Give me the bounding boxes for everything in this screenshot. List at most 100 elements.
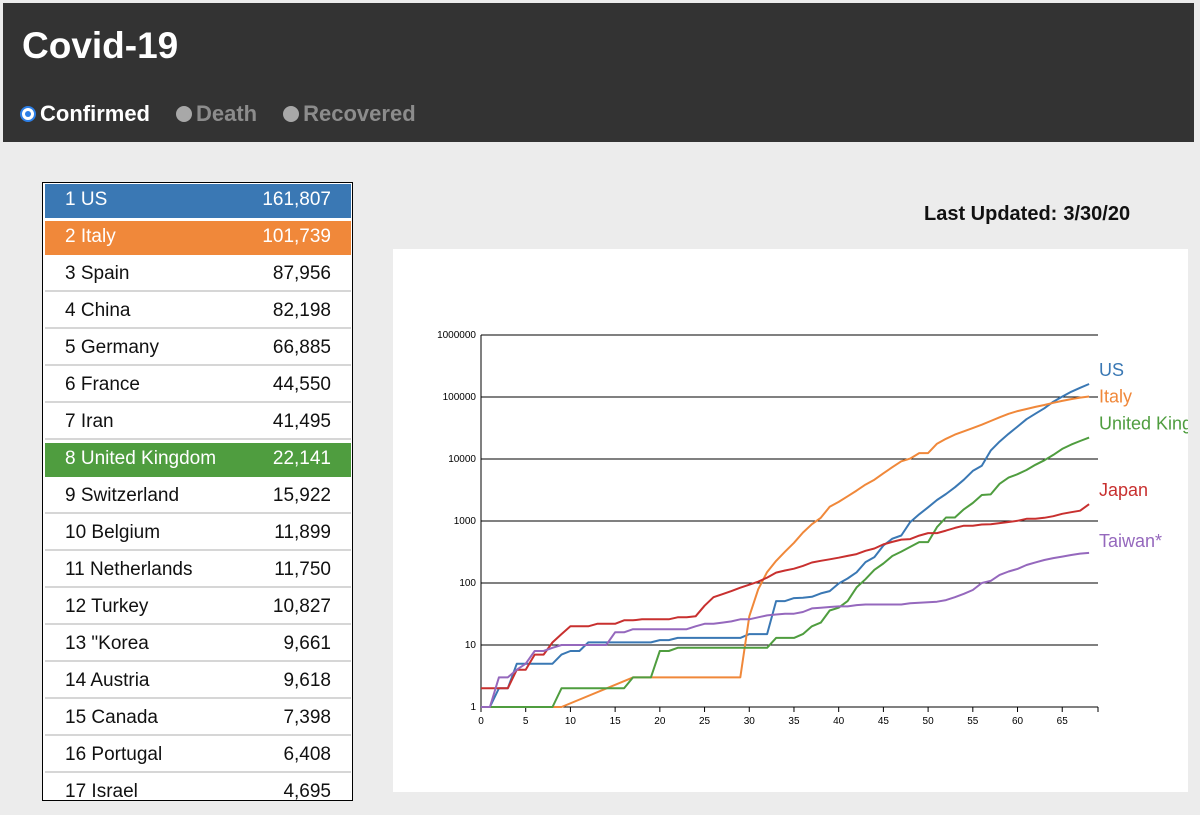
x-tick-label: 20 [654, 716, 666, 727]
country-name: 6 France [65, 374, 140, 395]
country-row[interactable]: 1 US 161,807 [45, 184, 351, 218]
country-count: 11,750 [274, 559, 331, 580]
series-label: Italy [1099, 387, 1132, 407]
metric-recovered-radio[interactable]: Recovered [283, 101, 416, 127]
metric-confirmed-label: Confirmed [40, 101, 150, 126]
series-label: Japan [1099, 480, 1148, 500]
country-row[interactable]: 12 Turkey 10,827 [45, 591, 351, 625]
x-tick-label: 15 [610, 716, 622, 727]
x-tick-label: 35 [788, 716, 800, 727]
app-header: Covid-19 Confirmed Death Recovered [3, 3, 1194, 142]
series-label: Taiwan* [1099, 531, 1162, 551]
x-tick-label: 5 [523, 716, 529, 727]
country-row[interactable]: 10 Belgium 11,899 [45, 517, 351, 551]
metric-selector: Confirmed Death Recovered [20, 101, 442, 127]
y-tick-label: 100 [459, 578, 476, 589]
x-tick-label: 60 [1012, 716, 1024, 727]
country-count: 44,550 [272, 374, 331, 395]
y-tick-label: 1 [470, 702, 476, 713]
country-count: 87,956 [272, 263, 331, 284]
x-tick-label: 40 [833, 716, 845, 727]
last-updated: Last Updated: 3/30/20 [924, 203, 1130, 226]
country-name: 15 Canada [65, 707, 158, 728]
country-count: 7,398 [283, 707, 331, 728]
country-row[interactable]: 8 United Kingdom 22,141 [45, 443, 351, 477]
country-name: 16 Portugal [65, 744, 163, 765]
country-count: 161,807 [262, 189, 331, 210]
metric-death-radio[interactable]: Death [176, 101, 257, 127]
country-row[interactable]: 16 Portugal 6,408 [45, 739, 351, 773]
y-tick-label: 100000 [443, 392, 477, 403]
series-line [481, 383, 1090, 708]
series-line [481, 551, 1090, 708]
country-row[interactable]: 4 China 82,198 [45, 295, 351, 329]
country-name: 13 "Korea [65, 633, 149, 654]
y-tick-label: 10000 [448, 454, 476, 465]
country-name: 7 Iran [65, 411, 114, 432]
country-row[interactable]: 11 Netherlands 11,750 [45, 554, 351, 588]
country-count: 101,739 [262, 226, 331, 247]
metric-confirmed-radio[interactable]: Confirmed [20, 101, 150, 127]
x-tick-label: 0 [478, 716, 484, 727]
country-name: 10 Belgium [65, 522, 161, 543]
country-row[interactable]: 2 Italy 101,739 [45, 221, 351, 255]
country-name: 14 Austria [65, 670, 150, 691]
country-row[interactable]: 5 Germany 66,885 [45, 332, 351, 366]
country-count: 9,661 [283, 633, 331, 654]
country-name: 9 Switzerland [65, 485, 180, 506]
metric-death-label: Death [196, 101, 258, 126]
metric-recovered-label: Recovered [303, 101, 416, 126]
y-tick-label: 1000 [454, 516, 477, 527]
country-count: 82,198 [272, 300, 331, 321]
x-tick-label: 10 [565, 716, 577, 727]
country-name: 2 Italy [65, 226, 116, 247]
app-title: Covid-19 [22, 25, 179, 66]
country-row[interactable]: 14 Austria 9,618 [45, 665, 351, 699]
country-row[interactable]: 9 Switzerland 15,922 [45, 480, 351, 514]
country-count: 6,408 [283, 744, 331, 765]
radio-unselected-icon [176, 106, 192, 122]
country-count: 41,495 [272, 411, 331, 432]
country-ranking-list[interactable]: 1 US 161,807 2 Italy 101,739 3 Spain 87,956 4 … [42, 182, 353, 801]
y-tick-label: 1000000 [437, 330, 476, 341]
x-tick-label: 50 [923, 716, 935, 727]
x-tick-label: 30 [744, 716, 756, 727]
country-count: 66,885 [272, 337, 331, 358]
last-updated-label: Last Updated: [924, 203, 1058, 225]
radio-selected-icon [20, 106, 36, 122]
x-tick-label: 45 [878, 716, 890, 727]
country-row[interactable]: 7 Iran 41,495 [45, 406, 351, 440]
series-line [481, 503, 1090, 690]
cases-line-chart: 1 10 100 1000 10000 100000 1000000 0 5 10 15 20 25 30… [437, 330, 1188, 727]
radio-unselected-icon [283, 106, 300, 122]
country-count: 9,618 [283, 670, 331, 691]
x-tick-label: 55 [967, 716, 979, 727]
country-name: 12 Turkey [65, 596, 149, 617]
country-count: 15,922 [272, 485, 331, 506]
series-label: US [1099, 360, 1124, 380]
country-row[interactable]: 15 Canada 7,398 [45, 702, 351, 736]
country-name: 8 United Kingdom [65, 448, 217, 469]
country-row[interactable]: 3 Spain 87,956 [45, 258, 351, 292]
country-name: 3 Spain [65, 263, 130, 284]
x-tick-label: 65 [1057, 716, 1069, 727]
country-row[interactable]: 6 France 44,550 [45, 369, 351, 403]
country-row[interactable]: 13 "Korea 9,661 [45, 628, 351, 662]
country-name: 4 China [65, 300, 131, 321]
last-updated-date: 3/30/20 [1063, 203, 1131, 225]
country-name: 17 Israel [65, 781, 138, 801]
y-tick-label: 10 [465, 640, 477, 651]
country-count: 22,141 [272, 448, 331, 469]
series-line [481, 436, 1090, 708]
country-name: 5 Germany [65, 337, 159, 358]
country-count: 11,899 [274, 522, 331, 543]
country-count: 10,827 [272, 596, 331, 617]
chart-panel: 1 10 100 1000 10000 100000 1000000 0 5 10 15 20 25 30… [393, 249, 1188, 792]
series-label: United Kingdom [1099, 414, 1188, 434]
series-line [481, 395, 1090, 708]
country-name: 1 US [65, 189, 108, 210]
country-name: 11 Netherlands [65, 559, 193, 580]
country-row[interactable]: 17 Israel 4,695 [45, 776, 351, 801]
x-tick-label: 25 [699, 716, 711, 727]
country-count: 4,695 [283, 781, 331, 801]
